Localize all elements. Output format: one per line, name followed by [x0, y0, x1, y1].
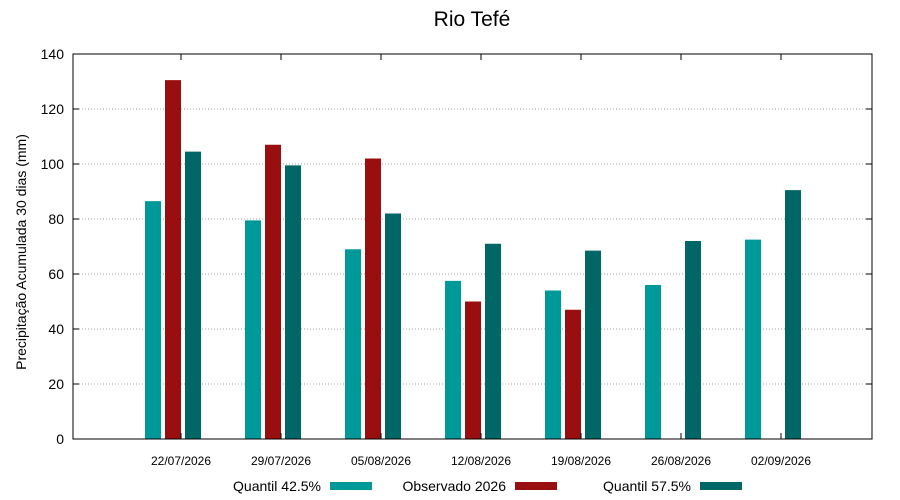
legend-label: Observado 2026	[402, 478, 506, 494]
y-axis-ticks: 0 20 40 60 80 100 120 140	[41, 46, 872, 447]
x-tick-label: 26/08/2026	[651, 454, 711, 468]
bar-1-7	[745, 239, 761, 439]
legend: Quantil 42.5% Observado 2026 Quantil 57.5%	[233, 478, 742, 494]
y-tick-label: 40	[48, 321, 64, 337]
y-tick-label: 120	[41, 101, 65, 117]
x-axis-ticks: 22/07/2026 29/07/2026 05/08/2026 12/08/2026…	[151, 54, 811, 468]
bar-3-7	[785, 190, 801, 439]
bar-1-2	[245, 220, 261, 439]
y-tick-label: 80	[48, 211, 64, 227]
bars	[145, 80, 801, 439]
x-tick-label: 22/07/2026	[151, 454, 211, 468]
bar-1-1	[145, 201, 161, 439]
y-tick-label: 140	[41, 46, 65, 62]
y-axis-label: Precipitação Acumulada 30 dias (mm)	[13, 134, 29, 370]
legend-swatch	[330, 482, 372, 490]
y-tick-label: 60	[48, 266, 64, 282]
y-tick-label: 20	[48, 376, 64, 392]
bar-3-4	[485, 243, 501, 439]
legend-swatch	[515, 482, 557, 490]
bar-3-3	[385, 213, 401, 439]
bar-1-4	[445, 280, 461, 439]
x-tick-label: 12/08/2026	[451, 454, 511, 468]
bar-1-3	[345, 249, 361, 439]
chart-title: Rio Tefé	[434, 8, 511, 31]
legend-label: Quantil 42.5%	[233, 478, 321, 494]
bar-2-4	[465, 301, 481, 439]
bar-3-5	[585, 250, 601, 439]
x-tick-label: 05/08/2026	[351, 454, 411, 468]
y-tick-label: 0	[56, 431, 64, 447]
legend-swatch	[700, 482, 742, 490]
bar-2-1	[165, 80, 181, 439]
bar-2-2	[265, 144, 281, 439]
x-tick-label: 02/09/2026	[751, 454, 811, 468]
bar-1-5	[545, 290, 561, 439]
bar-3-2	[285, 165, 301, 439]
legend-label: Quantil 57.5%	[603, 478, 691, 494]
bar-3-6	[685, 241, 701, 439]
x-tick-label: 19/08/2026	[551, 454, 611, 468]
bar-3-1	[185, 151, 201, 439]
bar-2-5	[565, 309, 581, 439]
bar-2-3	[365, 158, 381, 439]
plot-frame	[72, 53, 873, 440]
bar-1-6	[645, 285, 661, 439]
y-tick-label: 100	[41, 156, 65, 172]
x-tick-label: 29/07/2026	[251, 454, 311, 468]
